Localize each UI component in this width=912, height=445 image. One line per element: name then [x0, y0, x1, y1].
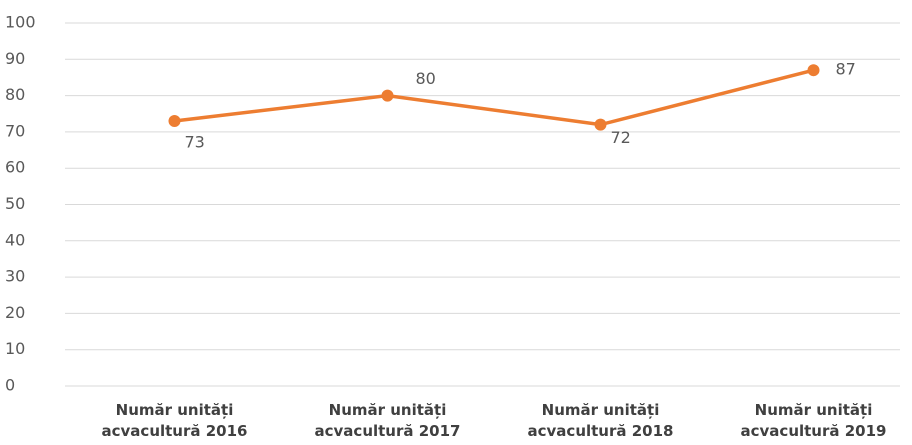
line: [174, 68, 814, 127]
x-tick-label: Număr unități acvacultură 2017: [314, 401, 461, 440]
y-tick-label: 70: [5, 121, 25, 140]
point: [381, 89, 394, 102]
point: [168, 115, 181, 128]
x-tick-label: Număr unități acvacultură 2019: [740, 401, 887, 440]
y-tick-label: 50: [5, 194, 25, 213]
y-tick-label: 60: [5, 158, 25, 177]
point: [807, 64, 820, 77]
y-tick-label: 0: [5, 376, 15, 395]
y-tick-label: 100: [5, 13, 36, 32]
y-tick-label: 80: [5, 85, 25, 104]
y-tick-label: 10: [5, 339, 25, 358]
y-tick-label: 20: [5, 303, 25, 322]
point: [594, 118, 607, 131]
x-tick-label: Număr unități acvacultură 2016: [101, 401, 248, 440]
y-tick-label: 30: [5, 267, 25, 286]
y-tick-label: 40: [5, 230, 25, 249]
data-label: 72: [611, 128, 631, 147]
data-label: 87: [836, 60, 856, 79]
y-tick-label: 90: [5, 49, 25, 68]
x-tick-label: Număr unități acvacultură 2018: [527, 401, 674, 440]
data-label: 73: [185, 133, 205, 152]
data-label: 80: [416, 69, 436, 88]
